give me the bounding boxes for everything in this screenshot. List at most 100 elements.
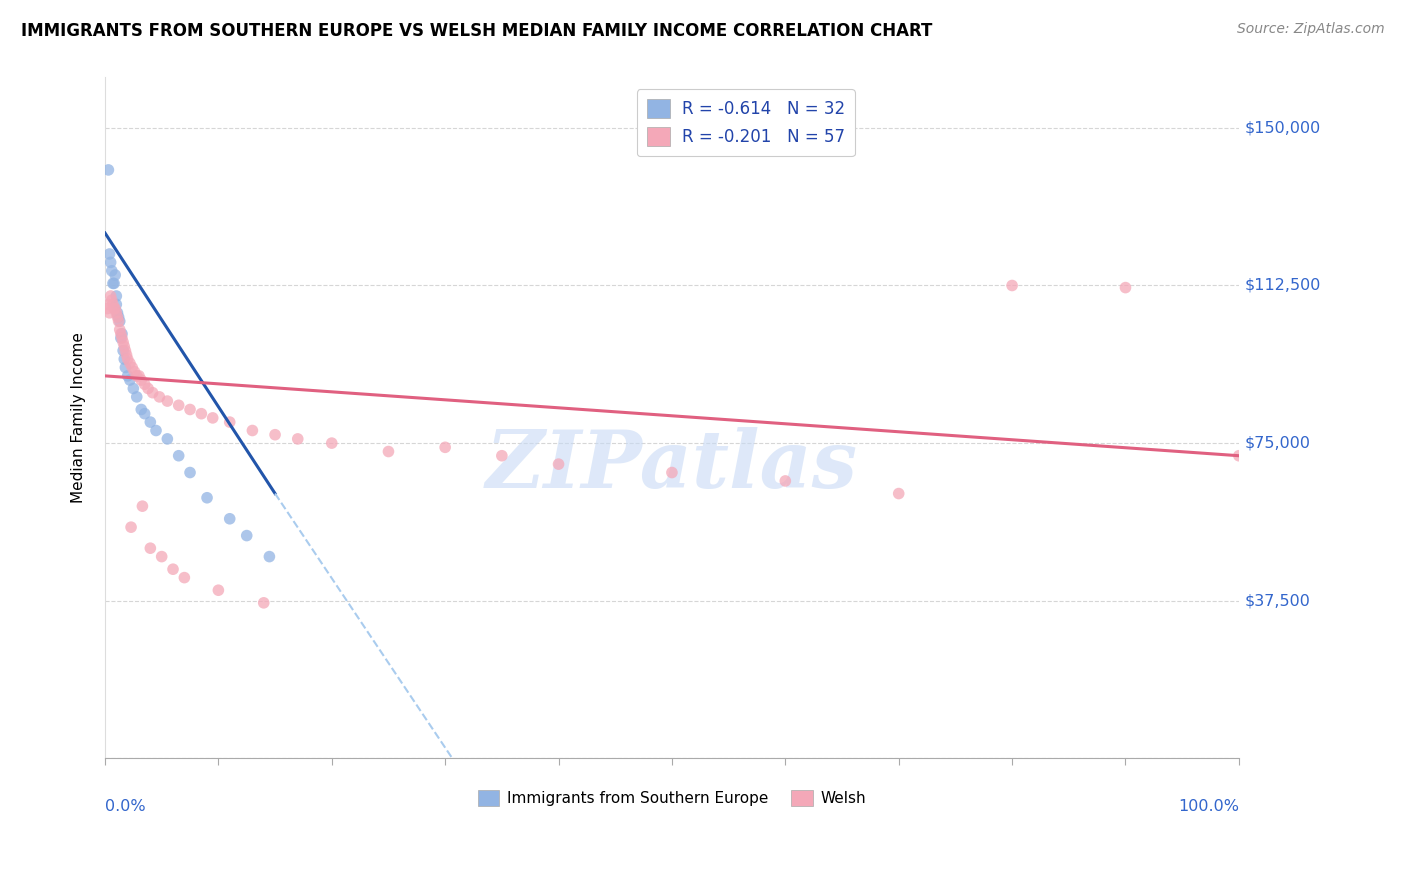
Point (98, 306, 121, 320)
Point (104, 268, 127, 282)
Point (120, 520, 142, 534)
Point (112, 352, 135, 367)
Point (179, 402, 201, 417)
Point (103, 277, 125, 291)
Point (104, 301, 127, 316)
Point (136, 382, 159, 396)
Text: $37,500: $37,500 (1244, 593, 1310, 608)
Point (105, 306, 128, 320)
Point (105, 297, 128, 311)
Point (150, 549, 173, 564)
Point (179, 466, 201, 480)
Point (112, 343, 135, 358)
Text: 100.0%: 100.0% (1178, 799, 1239, 814)
Point (107, 314, 129, 328)
Point (207, 583, 229, 598)
Point (128, 368, 150, 383)
Point (148, 390, 170, 404)
Point (134, 407, 156, 421)
Point (661, 466, 683, 480)
Point (235, 528, 257, 542)
Point (139, 541, 162, 556)
Text: ZIPatlas: ZIPatlas (486, 426, 858, 504)
Point (101, 293, 124, 308)
Point (100, 289, 122, 303)
Point (112, 335, 135, 350)
Point (107, 310, 129, 324)
Point (142, 385, 165, 400)
Point (167, 449, 190, 463)
Y-axis label: Median Family Income: Median Family Income (72, 333, 86, 503)
Point (111, 331, 134, 345)
Point (145, 424, 167, 438)
Point (201, 410, 224, 425)
Point (111, 326, 134, 341)
Text: IMMIGRANTS FROM SOUTHERN EUROPE VS WELSH MEDIAN FAMILY INCOME CORRELATION CHART: IMMIGRANTS FROM SOUTHERN EUROPE VS WELSH… (21, 22, 932, 40)
Point (101, 297, 124, 311)
Text: 0.0%: 0.0% (105, 799, 146, 814)
Point (101, 264, 124, 278)
Point (190, 407, 212, 421)
Point (242, 424, 264, 438)
Point (129, 402, 152, 417)
Point (115, 348, 138, 362)
Point (195, 491, 218, 505)
Point (107, 306, 129, 320)
Point (101, 277, 124, 291)
Point (156, 394, 179, 409)
Point (139, 415, 162, 429)
Point (117, 352, 139, 367)
Point (129, 373, 152, 387)
Point (125, 368, 148, 383)
Point (167, 398, 190, 412)
Point (118, 356, 141, 370)
Point (97, 162, 120, 177)
Point (887, 486, 910, 500)
Point (253, 596, 276, 610)
Point (96, 301, 118, 316)
Text: $112,500: $112,500 (1244, 278, 1320, 293)
Text: Source: ZipAtlas.com: Source: ZipAtlas.com (1237, 22, 1385, 37)
Point (377, 444, 399, 458)
Point (131, 499, 153, 513)
Point (162, 562, 184, 576)
Point (1114, 280, 1136, 294)
Point (107, 310, 129, 324)
Text: $150,000: $150,000 (1244, 120, 1320, 136)
Point (112, 339, 135, 353)
Point (264, 427, 287, 442)
Point (110, 326, 132, 341)
Point (218, 512, 240, 526)
Legend: Immigrants from Southern Europe, Welsh: Immigrants from Southern Europe, Welsh (472, 784, 872, 812)
Point (775, 474, 797, 488)
Point (173, 571, 195, 585)
Point (118, 373, 141, 387)
Point (259, 549, 281, 564)
Point (321, 436, 343, 450)
Point (100, 255, 122, 269)
Point (218, 415, 240, 429)
Point (491, 449, 513, 463)
Point (114, 343, 136, 358)
Point (156, 432, 179, 446)
Point (108, 323, 131, 337)
Point (108, 314, 131, 328)
Point (134, 377, 156, 392)
Point (103, 301, 125, 316)
Point (121, 360, 143, 375)
Point (434, 440, 457, 454)
Point (547, 457, 569, 471)
Point (287, 432, 309, 446)
Point (105, 289, 128, 303)
Point (1001, 278, 1024, 293)
Point (1227, 449, 1250, 463)
Point (98, 247, 121, 261)
Point (117, 368, 139, 383)
Point (110, 331, 132, 345)
Point (97, 297, 120, 311)
Point (125, 390, 148, 404)
Point (122, 382, 145, 396)
Text: $75,000: $75,000 (1244, 435, 1310, 450)
Point (124, 365, 146, 379)
Point (114, 360, 136, 375)
